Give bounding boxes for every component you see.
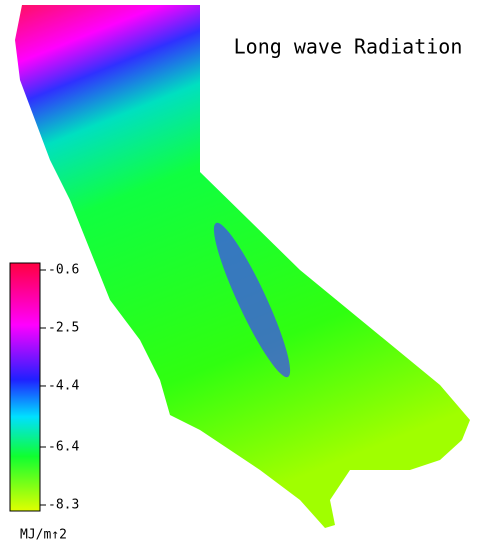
map-title: Long wave Radiation xyxy=(234,35,463,59)
sierra-ridge xyxy=(213,222,291,378)
color-bar xyxy=(9,262,41,512)
legend-unit: MJ/m↑2 xyxy=(20,528,67,543)
tick-label: -0.6 xyxy=(48,263,79,278)
tick-label: -6.4 xyxy=(48,440,79,455)
tick-label: -2.5 xyxy=(48,320,79,335)
tick-label: -4.4 xyxy=(48,378,79,393)
tick-label: -8.3 xyxy=(48,498,79,513)
legend-ticks: -0.6 -2.5 -4.4 -6.4 -8.3 xyxy=(40,263,79,513)
